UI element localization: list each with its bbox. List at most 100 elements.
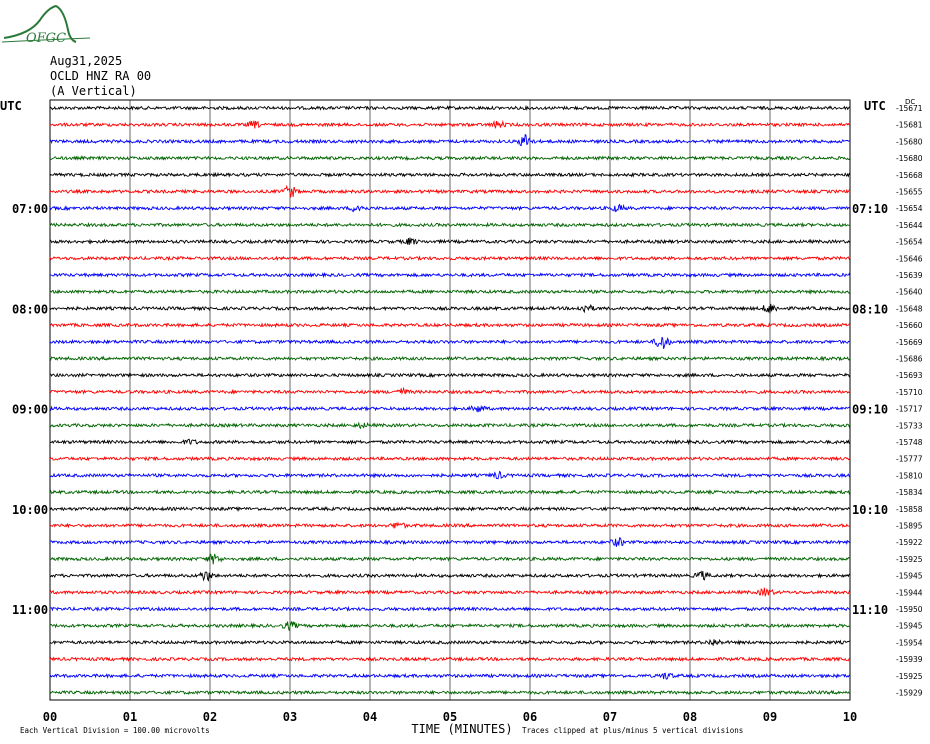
dc-offset-label: -15858 [896,505,923,514]
trace-line [49,470,851,480]
trace-line [49,171,851,178]
dc-offset-label: -15895 [896,522,923,531]
dc-offset-label: -15639 [896,271,923,280]
dc-offset-label: -15944 [896,588,923,597]
dc-offset-label: -15654 [896,204,923,213]
trace-line [49,605,851,613]
plot-date: Aug31,2025 [50,54,123,68]
dc-offset-label: -15680 [896,137,923,146]
trace-line [49,288,851,295]
x-axis-title: TIME (MINUTES) [411,722,512,736]
dc-offset-label: -15693 [896,371,923,380]
trace-line [49,505,851,512]
trace-line [49,355,851,362]
trace-line [49,621,851,631]
trace-line [49,689,851,696]
dc-offset-label: -15671 [896,104,923,113]
dc-header-label: DC [905,98,915,106]
vertical-division-note: Each Vertical Division = 100.00 microvol… [20,726,210,735]
dc-offset-label: -15777 [896,455,923,464]
x-tick-label: 05 [443,710,457,724]
trace-line [50,438,851,446]
trace-line [49,303,851,314]
trace-line [49,104,851,111]
dc-offset-label: -15660 [896,321,923,330]
dc-offset-label: -15810 [896,471,923,480]
right-time-label: 11:10 [852,603,888,617]
clipping-note: Traces clipped at plus/minus 5 vertical … [522,726,743,735]
axis-labels: -15671 -15681 -15680 -15680 -15668 -15655 -156… [0,98,923,736]
station-code: OCLD HNZ RA 00 [50,69,152,83]
trace-line [49,570,851,582]
x-tick-label: 00 [43,710,57,724]
dc-offset-label: -15648 [896,304,923,313]
trace-line [49,553,851,565]
trace-line [49,184,851,198]
right-time-label: 07:10 [852,202,888,216]
left-time-label: 11:00 [12,603,48,617]
right-time-label: 08:10 [852,302,888,316]
left-time-label: 09:00 [12,403,48,417]
trace-line [49,537,851,547]
dc-offset-label: -15710 [896,388,923,397]
logo-baseline-swoosh [1,37,91,43]
dc-offset-label: -15640 [896,288,923,297]
dc-offset-label: -15669 [896,338,923,347]
x-tick-label: 04 [363,710,377,724]
dc-offset-label: -15668 [896,171,923,180]
dc-offset-label: -15680 [896,154,923,163]
dc-offset-label: -15717 [896,405,923,414]
logo-text: OFGC [26,31,66,46]
trace-line [49,672,851,680]
dc-offset-label: -15748 [896,438,923,447]
ofgc-logo: OFGC [1,4,91,46]
trace-line [49,255,851,262]
trace-line [49,455,851,462]
trace-line [49,521,851,529]
x-tick-label: 01 [123,710,137,724]
x-tick-label: 02 [203,710,217,724]
trace-line [49,336,851,349]
trace-line [49,404,851,413]
dc-offset-label: -15925 [896,555,923,564]
x-tick-label: 07 [603,710,617,724]
dc-offset-label: -15681 [896,121,923,130]
dc-offset-label: -15929 [896,689,923,698]
dc-offset-label: -15945 [896,622,923,631]
logo-mountain-swoosh [3,4,77,43]
x-tick-label: 08 [683,710,697,724]
dc-offset-label: -15925 [896,672,923,681]
dc-offset-label: -15644 [896,221,923,230]
dc-offset-label: -15945 [896,572,923,581]
dc-offset-label: -15655 [896,188,923,197]
dc-offset-label: -15733 [896,421,923,430]
left-time-label: 10:00 [12,503,48,517]
dc-offset-label: -15834 [896,488,923,497]
trace-line [49,119,851,130]
right-utc-label: UTC [864,99,886,113]
trace-line [49,203,851,213]
trace-line [49,322,851,329]
right-time-label: 10:10 [852,503,888,517]
seismic-traces [49,104,851,696]
minute-gridlines [49,99,851,701]
trace-line [49,638,851,646]
dc-offset-label: -15646 [896,254,923,263]
trace-line [49,271,851,279]
trace-line [49,155,851,162]
left-utc-label: UTC [0,99,22,113]
x-tick-label: 06 [523,710,537,724]
x-tick-label: 09 [763,710,777,724]
trace-line [49,656,850,663]
trace-line [49,133,851,147]
x-tick-label: 03 [283,710,297,724]
trace-line [49,237,851,245]
trace-line [49,489,851,496]
trace-line [49,221,851,228]
component-label: (A Vertical) [50,84,137,98]
dc-offset-label: -15954 [896,638,923,647]
trace-line [49,587,851,597]
left-time-label: 08:00 [12,302,48,316]
dc-offset-label: -15950 [896,605,923,614]
